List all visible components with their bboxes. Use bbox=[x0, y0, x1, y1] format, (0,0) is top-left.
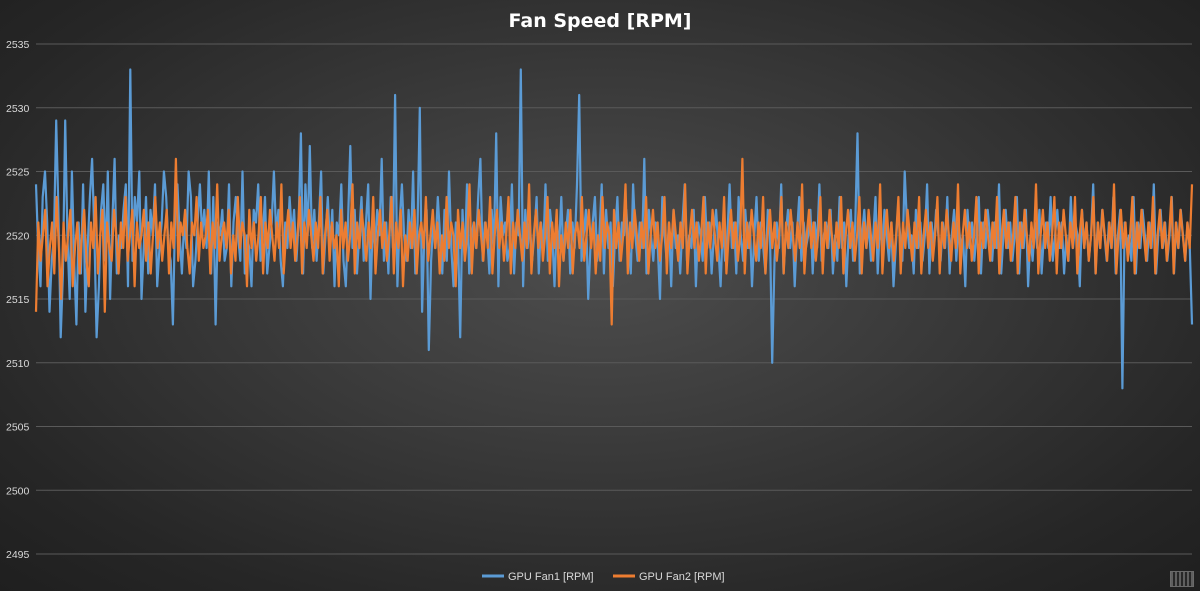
series-lines bbox=[34, 68, 1194, 390]
series-line-gpu-fan2 bbox=[34, 157, 1194, 326]
y-tick-label-2510: 2510 bbox=[6, 358, 30, 370]
watermark-logo bbox=[1170, 571, 1194, 587]
y-tick-label-2505: 2505 bbox=[6, 422, 30, 434]
legend-label-gpu-fan2: GPU Fan2 [RPM] bbox=[639, 571, 725, 583]
legend: GPU Fan1 [RPM] GPU Fan2 [RPM] bbox=[482, 571, 725, 583]
y-tick-label-2525: 2525 bbox=[6, 167, 30, 179]
chart-title: Fan Speed [RPM] bbox=[509, 10, 692, 32]
y-tick-label-2535: 2535 bbox=[6, 39, 30, 51]
y-tick-label-2530: 2530 bbox=[6, 103, 30, 115]
gridlines bbox=[36, 43, 1192, 555]
legend-label-gpu-fan1: GPU Fan1 [RPM] bbox=[508, 571, 594, 583]
y-axis-tick-labels: 2495 2500 2505 2510 2515 2520 2525 2530 2535 bbox=[6, 39, 30, 561]
y-tick-label-2500: 2500 bbox=[6, 485, 30, 497]
y-tick-label-2495: 2495 bbox=[6, 549, 30, 561]
y-tick-label-2515: 2515 bbox=[6, 294, 30, 306]
y-tick-label-2520: 2520 bbox=[6, 230, 30, 242]
